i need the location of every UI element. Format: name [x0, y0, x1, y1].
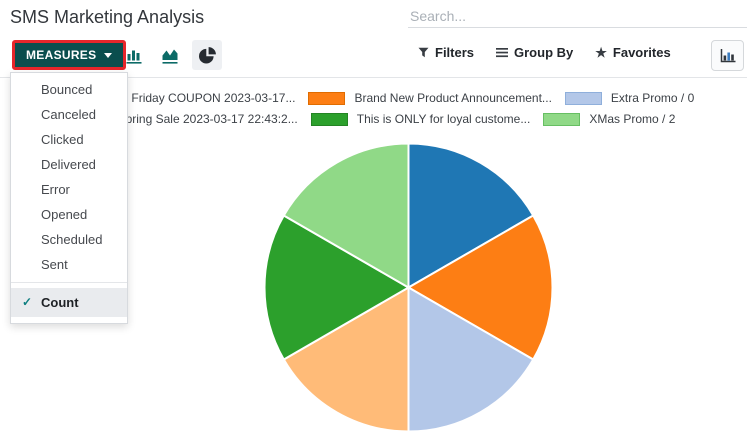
pie-slice-1[interactable]: [407, 214, 554, 361]
chart-type-switcher: [120, 40, 222, 70]
bar-chart-type-button[interactable]: [120, 40, 150, 70]
measures-menu-list: Bounced Canceled Clicked Delivered Error Open…: [11, 77, 127, 277]
legend-item[interactable]: Brand New Product Announcement...: [308, 91, 552, 105]
measure-option-bounced[interactable]: Bounced: [41, 82, 93, 97]
measure-option-scheduled[interactable]: Scheduled: [41, 232, 103, 247]
legend-swatch: [543, 112, 581, 126]
star-icon: ★: [595, 45, 607, 60]
legend-item[interactable]: XMas Promo / 2: [543, 112, 675, 126]
legend-label: This is ONLY for loyal custome...: [356, 112, 531, 126]
pie-slice-5[interactable]: [282, 142, 410, 289]
pie-slice-4[interactable]: [263, 214, 410, 361]
pie-chart-icon: [198, 46, 216, 63]
measures-dropdown-menu: Bounced Canceled Clicked Delivered Error Open…: [10, 72, 128, 324]
measures-button[interactable]: MEASURES: [12, 40, 127, 70]
legend-row: Spring Sale 2023-03-17 22:43:2... This is…: [71, 112, 675, 126]
graph-view-switcher-button[interactable]: [711, 40, 744, 71]
pie-chart-type-button[interactable]: [192, 40, 222, 70]
measure-option-clicked[interactable]: Clicked: [41, 132, 84, 147]
legend-label: XMas Promo / 2: [589, 112, 676, 126]
pie-slice-3[interactable]: [282, 286, 410, 433]
measures-button-label: MEASURES: [26, 48, 97, 62]
favorites-label: Favorites: [612, 45, 671, 60]
filter-funnel-icon: [418, 47, 429, 58]
measure-option-sent[interactable]: Sent: [41, 257, 68, 272]
legend-label: Black Friday COUPON 2023-03-17...: [98, 91, 296, 105]
measure-option-delivered[interactable]: Delivered: [41, 157, 96, 172]
menu-divider: [11, 282, 127, 283]
measure-option-canceled[interactable]: Canceled: [41, 107, 96, 122]
legend-swatch: [310, 112, 348, 126]
hamburger-lines-icon: [496, 48, 509, 58]
measure-option-error[interactable]: Error: [41, 182, 70, 197]
measure-option-count-label: Count: [41, 295, 79, 310]
graph-view-icon: [720, 48, 735, 62]
pie-chart-svg: [263, 142, 554, 433]
pie-slice-0[interactable]: [407, 142, 535, 289]
search-options-row: Filters Group By ★ Favorites: [418, 45, 671, 60]
group-by-button[interactable]: Group By: [496, 45, 573, 60]
legend-row: Black Friday COUPON 2023-03-17... Brand N…: [52, 91, 695, 105]
filters-button[interactable]: Filters: [418, 45, 474, 60]
measure-option-opened[interactable]: Opened: [41, 207, 88, 222]
legend-label: Extra Promo / 0: [610, 91, 695, 105]
group-by-label: Group By: [514, 45, 574, 60]
control-panel-divider: [0, 77, 747, 78]
page-title: SMS Marketing Analysis: [10, 7, 205, 27]
line-chart-type-button[interactable]: [156, 40, 186, 70]
measure-option-count[interactable]: ✓ Count: [11, 288, 127, 317]
legend-swatch: [564, 91, 602, 105]
favorites-button[interactable]: ★ Favorites: [595, 45, 670, 60]
checkmark-icon: ✓: [22, 295, 33, 309]
chart-legend: Black Friday COUPON 2023-03-17... Brand N…: [0, 91, 747, 126]
caret-down-icon: [104, 52, 113, 58]
legend-label: Spring Sale 2023-03-17 22:43:2...: [117, 112, 298, 126]
filters-label: Filters: [435, 45, 475, 60]
area-chart-icon: [162, 49, 178, 64]
pie-slice-2[interactable]: [407, 286, 535, 433]
search-input[interactable]: [408, 5, 747, 28]
bar-chart-icon: [126, 50, 142, 64]
legend-swatch: [308, 91, 346, 105]
legend-item[interactable]: This is ONLY for loyal custome...: [310, 112, 531, 126]
legend-label: Brand New Product Announcement...: [354, 91, 552, 105]
legend-item[interactable]: Extra Promo / 0: [564, 91, 695, 105]
